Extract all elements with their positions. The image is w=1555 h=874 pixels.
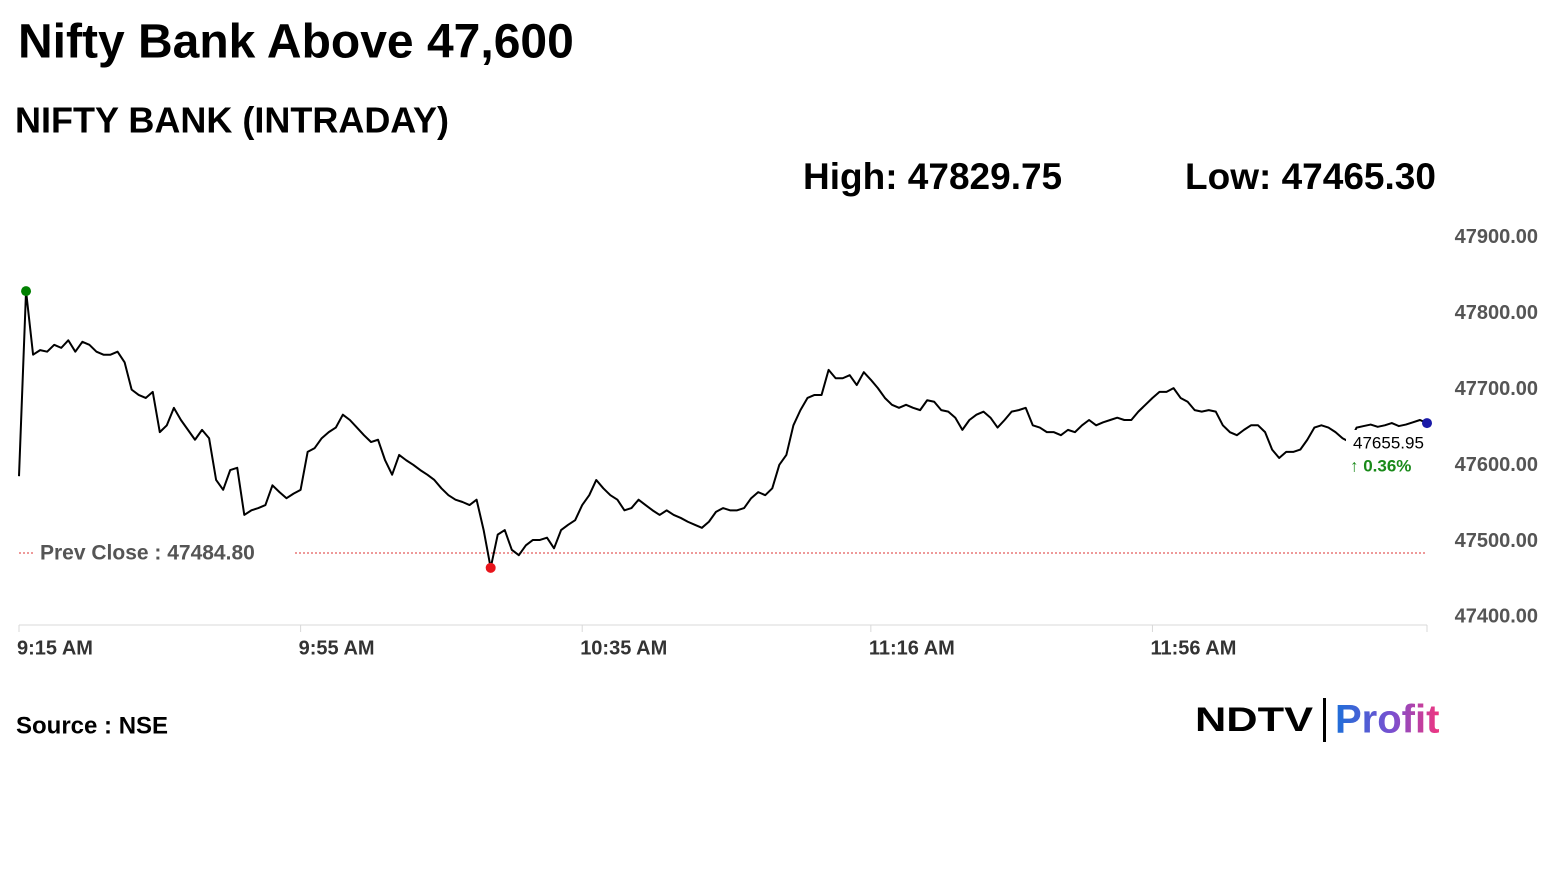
- chart-subtitle: NIFTY BANK (INTRADAY): [15, 100, 449, 141]
- x-tick-label: 11:16 AM: [869, 637, 955, 659]
- y-tick-label: 47600.00: [1455, 454, 1538, 476]
- last-label-bg: [1346, 430, 1440, 478]
- logo: NDTV Profit: [1195, 698, 1439, 742]
- y-tick-label: 47900.00: [1455, 226, 1538, 248]
- x-tick-label: 11:56 AM: [1150, 637, 1236, 659]
- y-tick-label: 47700.00: [1455, 378, 1538, 400]
- logo-brand: NDTV: [1195, 701, 1313, 739]
- x-tick-label: 10:35 AM: [580, 637, 667, 659]
- low-marker: [485, 562, 496, 573]
- prev-close-bg: [33, 539, 295, 568]
- change-label: ↑ 0.36%: [1350, 456, 1411, 475]
- prev-close-label: Prev Close : 47484.80: [40, 542, 255, 565]
- source-note: Source : NSE: [16, 712, 168, 739]
- logo-product: Profit: [1335, 698, 1439, 742]
- y-tick-label: 47800.00: [1455, 302, 1538, 324]
- x-tick-label: 9:55 AM: [299, 637, 375, 659]
- price-line: [18, 290, 1428, 569]
- high-marker: [21, 286, 32, 297]
- high-label: High: 47829.75: [803, 156, 1062, 197]
- low-label: Low: 47465.30: [1185, 156, 1436, 197]
- chart-title: Nifty Bank Above 47,600: [18, 16, 574, 69]
- last-marker: [1422, 418, 1432, 429]
- last-price-label: 47655.95: [1353, 433, 1424, 452]
- logo-divider: [1323, 698, 1326, 742]
- y-tick-label: 47500.00: [1455, 530, 1538, 552]
- y-tick-label: 47400.00: [1455, 606, 1538, 628]
- x-tick-label: 9:15 AM: [17, 637, 93, 659]
